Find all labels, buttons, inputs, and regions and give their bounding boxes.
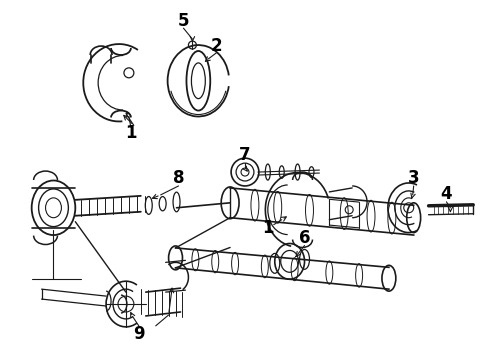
Text: 8: 8 <box>173 169 184 187</box>
Text: 9: 9 <box>133 325 145 343</box>
Text: 7: 7 <box>239 146 251 164</box>
Text: 2: 2 <box>210 37 222 55</box>
Text: 5: 5 <box>178 12 189 30</box>
Text: 1: 1 <box>262 219 273 237</box>
Text: 3: 3 <box>408 169 419 187</box>
Text: 1: 1 <box>125 124 137 142</box>
Text: 6: 6 <box>299 229 310 247</box>
Text: 4: 4 <box>441 185 452 203</box>
